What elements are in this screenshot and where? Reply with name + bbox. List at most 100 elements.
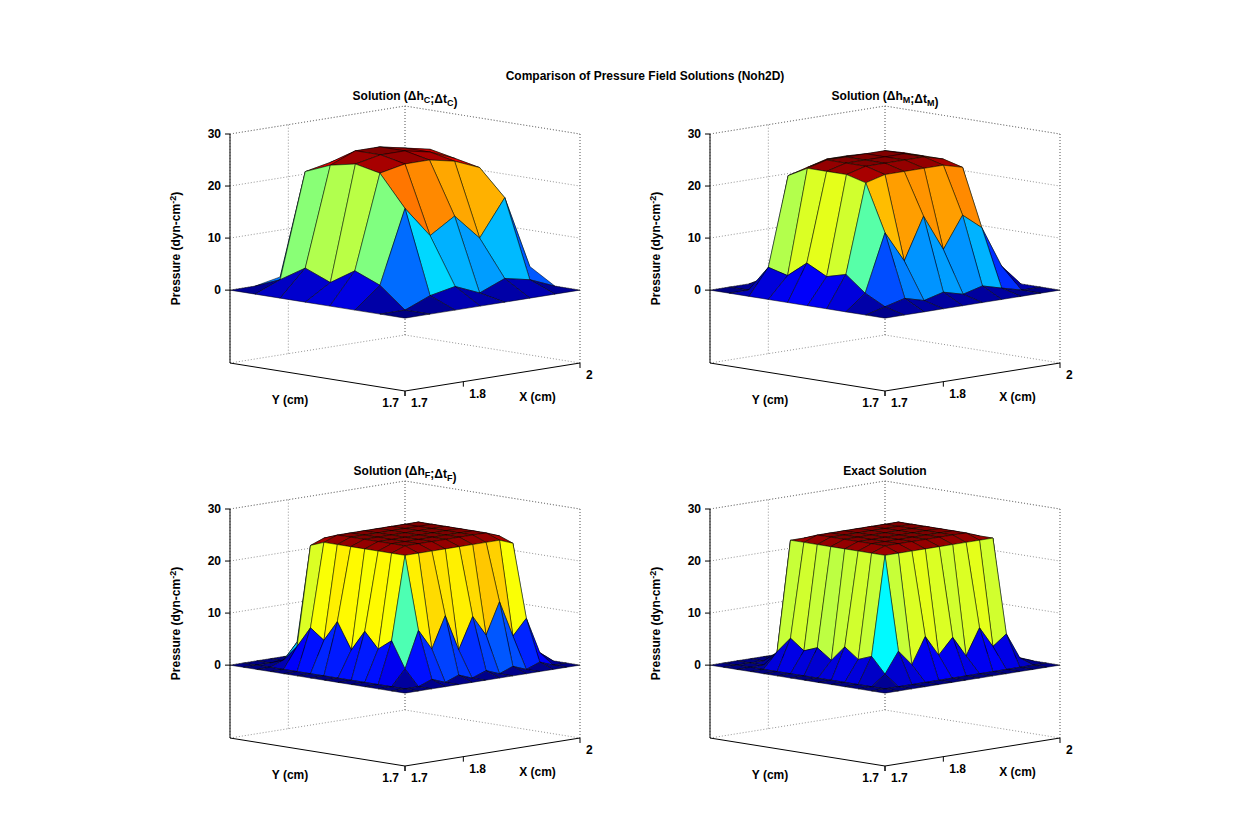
surface-face: [392, 669, 419, 689]
surface: [710, 151, 1060, 318]
z-axis-line: [710, 134, 711, 363]
x-tick-label: 1.7: [891, 771, 908, 785]
x-axis-title: X (cm): [999, 765, 1036, 779]
panel: 01020301.71.821.7X (cm)Y (cm)Pressure (d…: [648, 464, 1073, 785]
box-edge: [710, 106, 1060, 134]
x-tick-label: 1.8: [949, 762, 966, 776]
y-tick: [885, 766, 886, 771]
z-tick: [225, 665, 230, 666]
x-tick: [943, 382, 944, 387]
surface-face: [392, 689, 419, 693]
panel: 01020301.71.821.7X (cm)Y (cm)Pressure (d…: [648, 89, 1073, 410]
z-tick: [705, 134, 710, 135]
z-tick-label: 30: [208, 127, 222, 141]
y-tick: [405, 391, 406, 396]
y-tick-label: 1.7: [382, 396, 399, 410]
box-edge: [230, 481, 580, 509]
grid-line: [580, 134, 581, 363]
panel-title: Solution (ΔhF;ΔtF): [354, 464, 457, 484]
x-tick-label: 2: [586, 368, 593, 382]
y-axis-line: [230, 738, 405, 766]
grid-line: [230, 481, 580, 509]
x-tick: [405, 391, 406, 396]
y-axis-title: Y (cm): [752, 393, 788, 407]
x-tick: [1060, 738, 1061, 743]
panel-title: Solution (ΔhC;ΔtC): [353, 89, 458, 109]
z-axis-title: Pressure (dyn-cm-2): [648, 567, 663, 680]
z-tick: [225, 509, 230, 510]
surface-face: [866, 307, 905, 318]
z-tick: [705, 186, 710, 187]
z-tick: [225, 561, 230, 562]
box-edge: [580, 134, 581, 363]
z-tick-label: 20: [688, 179, 702, 193]
grid-line: [288, 500, 289, 729]
panel: 01020301.71.821.7X (cm)Y (cm)Pressure (d…: [168, 89, 593, 410]
surface: [710, 522, 1060, 693]
x-tick-label: 1.7: [411, 771, 428, 785]
z-axis-title: Pressure (dyn-cm-2): [648, 192, 663, 305]
box-edge: [710, 481, 1060, 509]
y-tick-label: 1.7: [862, 771, 879, 785]
axes: 01020301.71.821.7X (cm)Y (cm)Pressure (d…: [648, 127, 1073, 410]
surface-face: [872, 555, 899, 674]
x-axis-title: X (cm): [519, 765, 556, 779]
y-axis-line: [710, 738, 885, 766]
grid-line: [1060, 134, 1061, 363]
z-tick-label: 10: [208, 231, 222, 245]
x-tick: [885, 766, 886, 771]
surface-face: [380, 310, 430, 318]
axes: 01020301.71.821.7X (cm)Y (cm)Pressure (d…: [168, 127, 593, 410]
z-axis-title: Pressure (dyn-cm-2): [168, 192, 183, 305]
z-axis-line: [710, 509, 711, 738]
x-tick: [463, 757, 464, 762]
z-tick: [705, 613, 710, 614]
surface-face: [872, 689, 899, 693]
z-tick: [705, 290, 710, 291]
z-tick-label: 0: [214, 658, 221, 672]
x-tick: [580, 738, 581, 743]
box-edge: [1060, 509, 1061, 738]
surface-face: [865, 233, 905, 307]
z-tick-label: 0: [694, 658, 701, 672]
figure-title: Comparison of Pressure Field Solutions (…: [506, 69, 785, 83]
z-tick-label: 0: [214, 283, 221, 297]
y-tick: [405, 766, 406, 771]
x-axis-line: [405, 738, 580, 766]
grid-line: [710, 509, 711, 738]
box-edge: [580, 509, 581, 738]
grid: [710, 106, 1060, 363]
z-tick-label: 0: [694, 283, 701, 297]
box-edge: [710, 710, 1060, 738]
grid-line: [288, 125, 289, 354]
x-tick-label: 2: [1066, 368, 1073, 382]
z-tick: [225, 134, 230, 135]
y-tick: [885, 391, 886, 396]
box-edge: [1060, 134, 1061, 363]
z-tick-label: 30: [208, 502, 222, 516]
z-tick-label: 30: [688, 502, 702, 516]
y-axis-title: Y (cm): [272, 768, 308, 782]
z-tick: [705, 509, 710, 510]
x-tick-label: 1.7: [411, 396, 428, 410]
z-tick-label: 20: [208, 179, 222, 193]
grid: [230, 481, 580, 738]
z-tick: [225, 238, 230, 239]
z-axis-line: [230, 509, 231, 738]
y-axis-title: Y (cm): [272, 393, 308, 407]
box-edge: [710, 335, 1060, 363]
x-axis-line: [405, 363, 580, 391]
grid-line: [1060, 509, 1061, 738]
axes: 01020301.71.821.7X (cm)Y (cm)Pressure (d…: [648, 502, 1073, 785]
x-tick-label: 1.8: [469, 762, 486, 776]
z-tick: [705, 561, 710, 562]
panel-title: Solution (ΔhM;ΔtM): [832, 89, 939, 109]
surface: [230, 147, 580, 318]
y-tick-label: 1.7: [382, 771, 399, 785]
x-tick: [1060, 363, 1061, 368]
x-tick: [580, 363, 581, 368]
z-tick-label: 20: [688, 554, 702, 568]
grid-line: [230, 134, 231, 363]
x-axis-title: X (cm): [519, 390, 556, 404]
y-axis-line: [230, 363, 405, 391]
